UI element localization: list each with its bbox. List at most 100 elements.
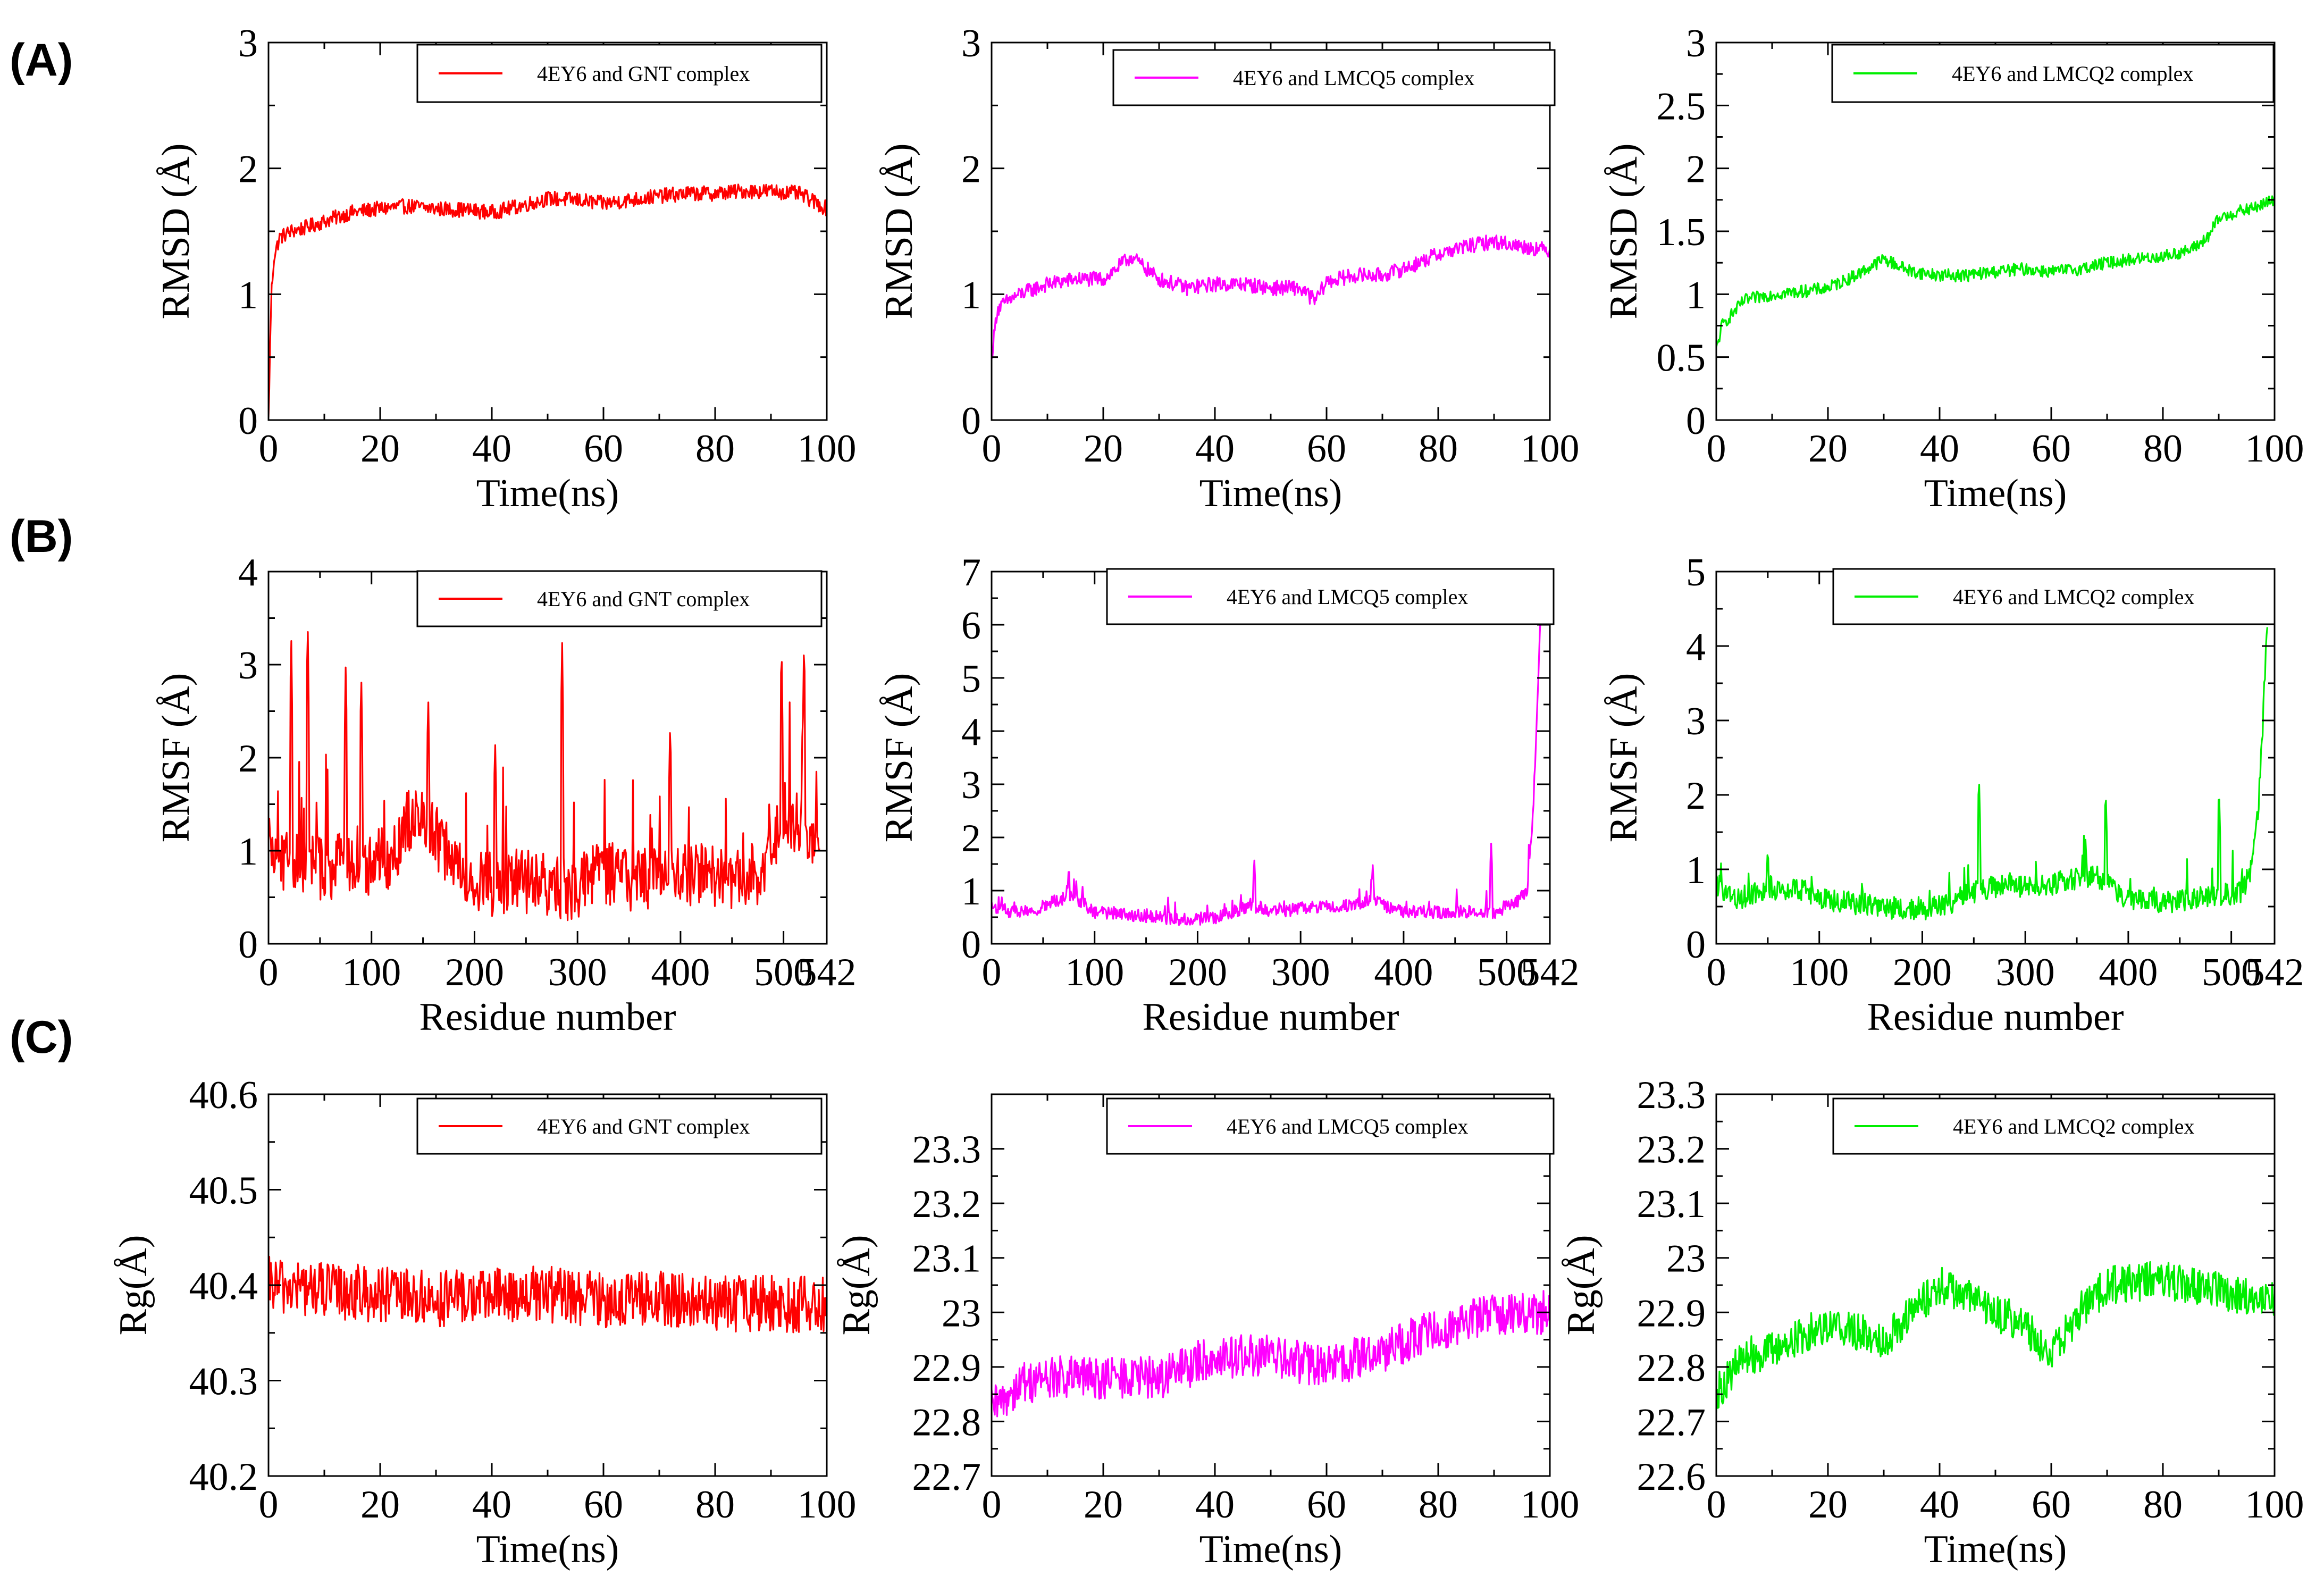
x-axis-label: Time(ns) [1199,472,1343,515]
x-tick-label: 400 [2099,951,2158,994]
x-tick-label: 0 [982,951,1002,994]
x-tick-label: 0 [982,427,1002,471]
y-axis-label: RMSD (Å) [154,144,198,320]
legend-label: 4EY6 and LMCQ5 complex [1227,1114,1468,1138]
y-tick-label: 23 [942,1292,981,1335]
y-tick-label: 3 [961,764,981,807]
y-tick-label: 22.8 [912,1401,981,1444]
x-tick-label: 0 [1707,1483,1726,1527]
x-axis-label: Residue number [1143,995,1399,1039]
y-tick-label: 2 [961,148,981,191]
x-tick-label: 500 [2202,951,2261,994]
y-tick-label: 40.2 [189,1455,258,1499]
y-tick-label: 23.2 [1637,1128,1706,1172]
x-tick-label: 0 [259,1483,279,1527]
y-tick-label: 1 [238,273,258,317]
y-tick-label: 5 [961,657,981,701]
y-axis-label: Rg(Å) [1559,1235,1603,1335]
x-tick-label: 300 [1271,951,1330,994]
y-tick-label: 1 [961,870,981,913]
x-tick-label: 60 [584,1483,623,1527]
y-tick-label: 23.1 [912,1237,981,1281]
x-axis-label: Time(ns) [1924,472,2067,515]
chart-a3: 0 20 40 60 80 100 0 0.5 1 1.5 2 2.5 3 Time(ns) RMSD (Å… [1602,22,2304,515]
chart-c3: 0 20 40 60 80 100 22.6 22.7 22.8 22.9 23 23.1 23.2 23… [1559,1074,2304,1571]
row-label-a: (A) [10,35,73,86]
x-tick-label: 300 [1996,951,2055,994]
y-tick-label: 2 [238,737,258,781]
y-tick-label: 5 [1686,551,1706,594]
legend-label: 4EY6 and LMCQ2 complex [1953,585,2194,609]
legend-label: 4EY6 and LMCQ5 complex [1227,585,1468,609]
legend-box [1112,49,1556,106]
x-tick-label: 100 [798,1483,857,1527]
y-tick-label: 40.4 [189,1264,258,1308]
x-tick-label: 100 [1790,951,1849,994]
x-tick-label: 542 [1521,951,1580,994]
x-tick-label: 60 [2032,427,2071,471]
series-line-b2 [992,615,1542,926]
y-tick-label: 0 [961,399,981,443]
y-tick-label: 22.7 [912,1455,981,1499]
legend-label: 4EY6 and LMCQ5 complex [1233,66,1474,90]
row-label-b: (B) [10,511,73,562]
x-tick-label: 300 [548,951,607,994]
x-axis-label: Time(ns) [1199,1528,1343,1571]
series-line-a3 [1716,195,2275,348]
x-tick-label: 100 [1521,1483,1580,1527]
x-tick-label: 60 [584,427,623,471]
x-tick-label: 40 [472,427,511,471]
x-tick-label: 20 [1084,1483,1123,1527]
y-tick-label: 23 [1666,1237,1706,1281]
y-tick-label: 40.6 [189,1074,258,1117]
y-tick-label: 1 [961,273,981,317]
y-tick-label: 4 [961,710,981,754]
x-tick-label: 100 [798,427,857,471]
y-tick-label: 22.9 [1637,1292,1706,1335]
y-tick-label: 23.1 [1637,1183,1706,1226]
y-tick-label: 22.7 [1637,1401,1706,1444]
y-tick-label: 23.2 [912,1183,981,1226]
chart-c1: 0 20 40 60 80 100 40.2 40.3 40.4 40.5 40.6 Time(ns)… [112,1074,857,1571]
y-tick-label: 22.6 [1637,1455,1706,1499]
x-tick-label: 500 [754,951,813,994]
y-tick-label: 0 [1686,923,1706,967]
chart-a1: 0 20 40 60 80 100 0 1 2 3 Time(ns) RMSD (Å) 4EY6 and… [154,22,857,515]
chart-a2: 0 20 40 60 80 100 0 1 2 3 Time(ns) RMSD (Å) 4EY6 and… [877,22,1580,515]
series-line-c2 [992,1290,1550,1418]
y-tick-label: 0 [961,923,981,967]
series-line-a1 [269,183,827,417]
y-tick-label: 2 [961,817,981,860]
y-tick-label: 3 [238,644,258,687]
x-tick-label: 100 [1521,427,1580,471]
x-tick-label: 100 [1065,951,1124,994]
x-tick-label: 20 [1084,427,1123,471]
y-tick-label: 23.3 [1637,1074,1706,1117]
x-tick-label: 400 [1374,951,1433,994]
x-tick-label: 500 [1477,951,1536,994]
series-line-b3 [1716,627,2268,920]
x-axis-label: Residue number [1867,995,2124,1039]
y-tick-label: 2 [1686,148,1706,191]
x-tick-label: 542 [2245,951,2304,994]
x-tick-label: 80 [1419,427,1458,471]
series-line-c1 [269,1256,827,1334]
y-tick-label: 1 [1686,273,1706,317]
x-tick-label: 40 [1195,427,1235,471]
legend-label: 4EY6 and GNT complex [537,62,750,86]
y-axis-label: RMSF (Å) [1602,673,1646,843]
x-tick-label: 20 [1808,427,1848,471]
y-tick-label: 2 [1686,774,1706,818]
legend-label: 4EY6 and GNT complex [537,587,750,611]
x-tick-label: 100 [2245,1483,2304,1527]
x-tick-label: 60 [1307,1483,1346,1527]
x-axis-label: Time(ns) [476,1528,619,1571]
legend-label: 4EY6 and LMCQ2 complex [1952,62,2193,86]
y-tick-label: 0 [238,399,258,443]
x-tick-label: 60 [1307,427,1346,471]
